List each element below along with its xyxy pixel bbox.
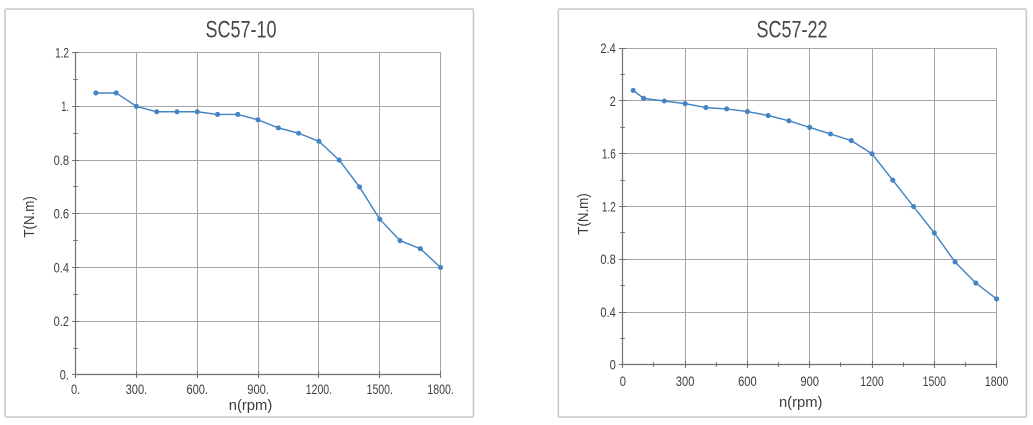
svg-text:900.: 900. [247, 382, 269, 397]
svg-text:0: 0 [620, 374, 626, 389]
svg-text:1200.: 1200. [306, 382, 332, 397]
svg-text:1500.: 1500. [367, 382, 393, 397]
svg-text:1800.: 1800. [427, 382, 453, 397]
svg-text:2.4: 2.4 [600, 41, 616, 56]
svg-text:0.6: 0.6 [54, 207, 69, 222]
svg-text:600: 600 [738, 374, 757, 389]
svg-text:0.2: 0.2 [54, 314, 69, 329]
svg-text:1.: 1. [61, 99, 69, 114]
svg-text:0.: 0. [71, 382, 80, 397]
svg-text:0: 0 [610, 358, 616, 373]
svg-text:300: 300 [676, 374, 695, 389]
svg-text:300.: 300. [126, 382, 148, 397]
svg-text:1800: 1800 [985, 374, 1008, 389]
svg-text:600.: 600. [186, 382, 208, 397]
svg-text:n(rpm): n(rpm) [229, 397, 273, 414]
svg-text:0.4: 0.4 [54, 260, 70, 275]
svg-text:900: 900 [800, 374, 819, 389]
svg-text:1200: 1200 [860, 374, 883, 389]
svg-text:1.6: 1.6 [602, 147, 616, 162]
svg-text:0.: 0. [60, 368, 69, 383]
svg-text:0.8: 0.8 [600, 252, 615, 267]
svg-text:n(rpm): n(rpm) [779, 394, 823, 411]
svg-text:SC57-22: SC57-22 [757, 17, 828, 44]
svg-text:1.2: 1.2 [55, 46, 69, 61]
svg-text:2: 2 [610, 94, 616, 109]
svg-text:T(N.m): T(N.m) [21, 196, 38, 238]
svg-text:1.2: 1.2 [602, 199, 616, 214]
svg-text:1500: 1500 [923, 374, 946, 389]
svg-text:0.8: 0.8 [54, 153, 69, 168]
svg-text:0.4: 0.4 [600, 305, 616, 320]
svg-text:SC57-10: SC57-10 [206, 17, 277, 44]
svg-text:T(N.m): T(N.m) [575, 193, 592, 235]
